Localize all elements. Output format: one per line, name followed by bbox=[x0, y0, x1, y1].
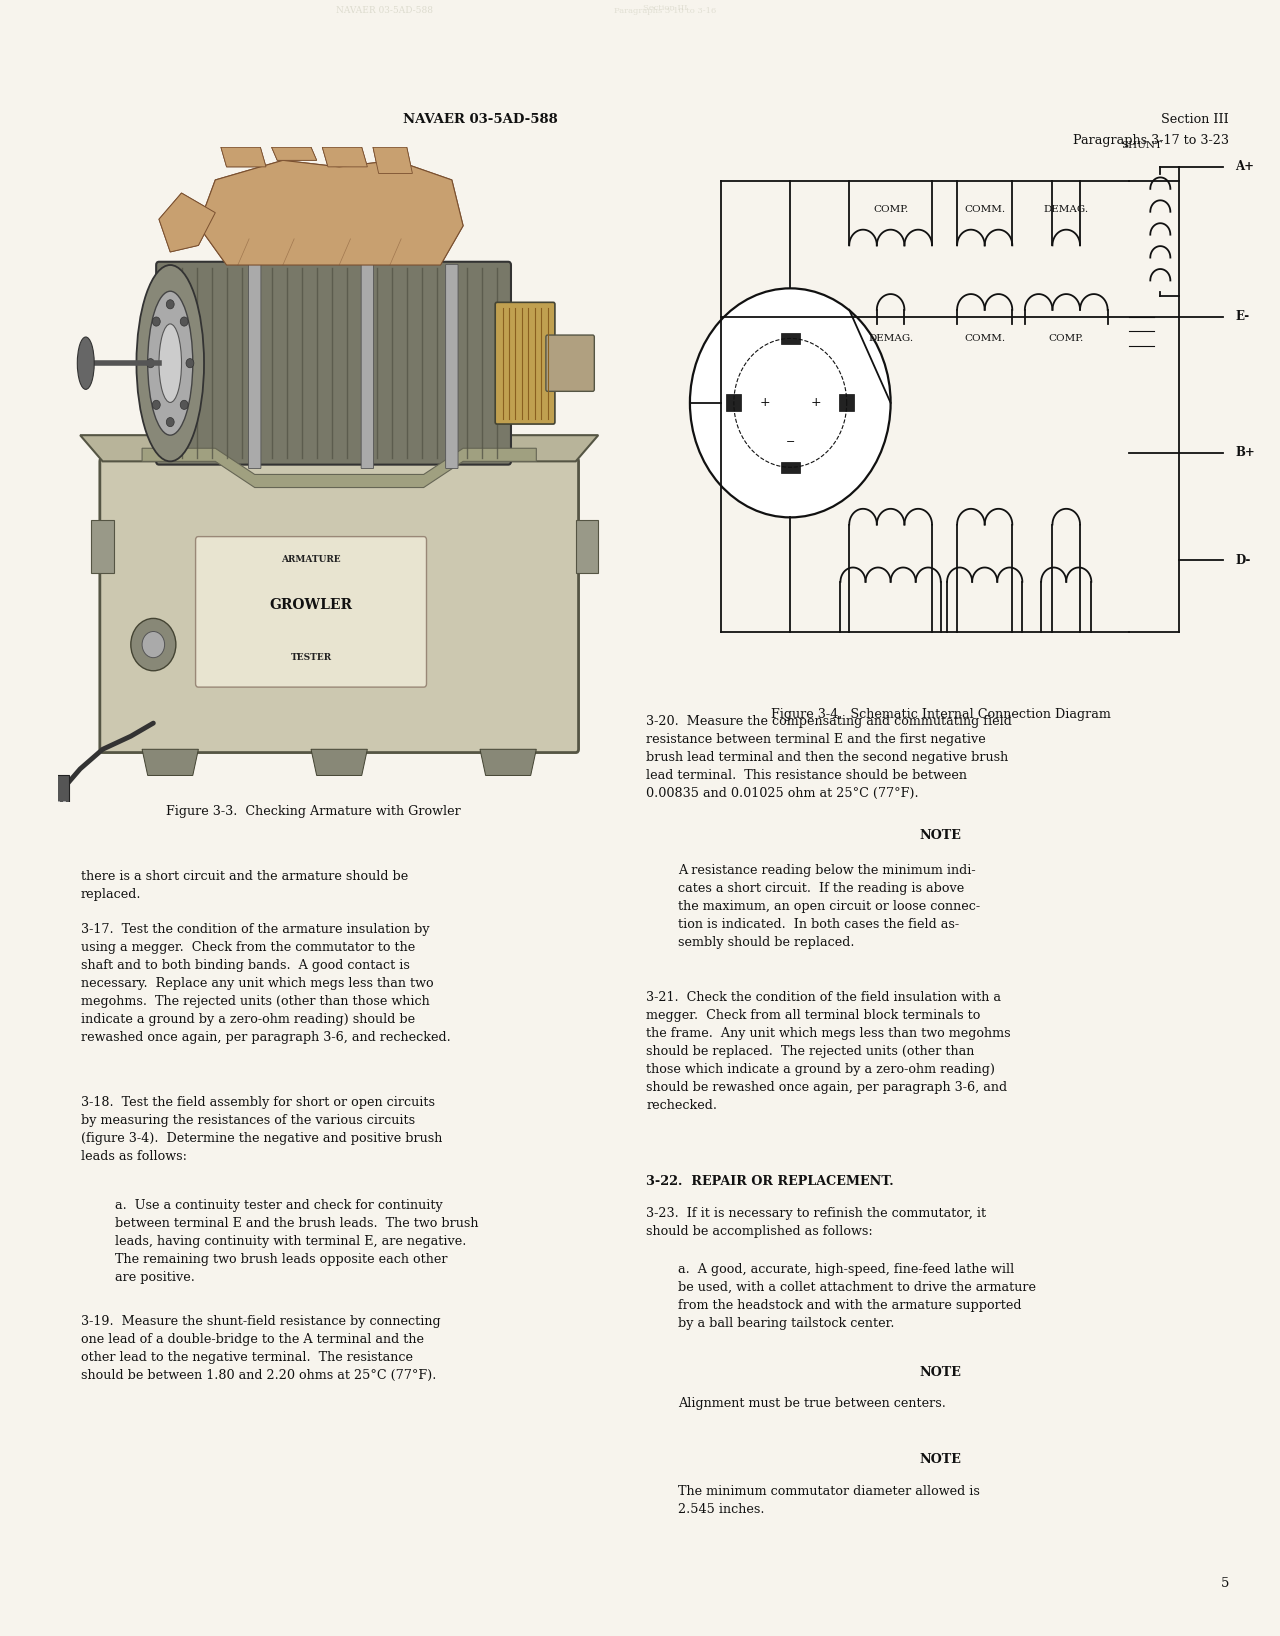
Polygon shape bbox=[142, 448, 536, 488]
Polygon shape bbox=[726, 394, 741, 412]
Ellipse shape bbox=[159, 324, 182, 402]
Circle shape bbox=[690, 288, 891, 517]
Text: ARMATURE: ARMATURE bbox=[282, 555, 340, 564]
Text: NAVAER 03-5AD-588: NAVAER 03-5AD-588 bbox=[403, 113, 557, 126]
Polygon shape bbox=[372, 147, 412, 173]
Text: GROWLER: GROWLER bbox=[270, 599, 352, 612]
Text: A+: A+ bbox=[1235, 160, 1254, 173]
Polygon shape bbox=[576, 520, 598, 573]
Polygon shape bbox=[221, 147, 266, 167]
Ellipse shape bbox=[137, 265, 204, 461]
Polygon shape bbox=[323, 147, 367, 167]
Text: 3-22.  REPAIR OR REPLACEMENT.: 3-22. REPAIR OR REPLACEMENT. bbox=[646, 1175, 893, 1188]
FancyBboxPatch shape bbox=[156, 262, 511, 465]
Polygon shape bbox=[198, 160, 463, 265]
Text: COMM.: COMM. bbox=[964, 334, 1005, 344]
Text: there is a short circuit and the armature should be
replaced.: there is a short circuit and the armatur… bbox=[81, 870, 408, 901]
Text: 3-18.  Test the field assembly for short or open circuits
by measuring the resis: 3-18. Test the field assembly for short … bbox=[81, 1096, 442, 1163]
Text: A resistance reading below the minimum indi-
cates a short circuit.  If the read: A resistance reading below the minimum i… bbox=[678, 864, 980, 949]
Text: 3-20.  Measure the compensating and commutating field
resistance between termina: 3-20. Measure the compensating and commu… bbox=[646, 715, 1012, 800]
Polygon shape bbox=[311, 749, 367, 775]
Text: 5: 5 bbox=[1220, 1577, 1229, 1590]
Polygon shape bbox=[840, 394, 854, 412]
Text: D-: D- bbox=[1235, 555, 1251, 566]
Polygon shape bbox=[480, 749, 536, 775]
Circle shape bbox=[131, 618, 175, 671]
Text: 3-23.  If it is necessary to refinish the commutator, it
should be accomplished : 3-23. If it is necessary to refinish the… bbox=[646, 1207, 987, 1238]
Circle shape bbox=[166, 299, 174, 309]
Text: +: + bbox=[810, 396, 820, 409]
Polygon shape bbox=[781, 461, 800, 473]
Ellipse shape bbox=[147, 291, 193, 435]
Text: 3-17.  Test the condition of the armature insulation by
using a megger.  Check f: 3-17. Test the condition of the armature… bbox=[81, 923, 451, 1044]
Text: NOTE: NOTE bbox=[920, 1366, 961, 1379]
Text: 3-19.  Measure the shunt-field resistance by connecting
one lead of a double-bri: 3-19. Measure the shunt-field resistance… bbox=[81, 1315, 440, 1382]
Text: Paragraphs 3-10 to 3-16: Paragraphs 3-10 to 3-16 bbox=[614, 7, 717, 15]
Text: Figure 3-3.  Checking Armature with Growler: Figure 3-3. Checking Armature with Growl… bbox=[166, 805, 461, 818]
Polygon shape bbox=[323, 147, 367, 167]
Text: a.  A good, accurate, high-speed, fine-feed lathe will
be used, with a collet at: a. A good, accurate, high-speed, fine-fe… bbox=[678, 1263, 1037, 1330]
Circle shape bbox=[186, 358, 193, 368]
FancyBboxPatch shape bbox=[495, 303, 556, 424]
FancyBboxPatch shape bbox=[248, 265, 261, 468]
Text: NAVAER 03-5AD-588: NAVAER 03-5AD-588 bbox=[335, 5, 433, 15]
Polygon shape bbox=[142, 749, 198, 775]
Circle shape bbox=[152, 317, 160, 326]
Text: DEMAG.: DEMAG. bbox=[1043, 204, 1089, 214]
Polygon shape bbox=[372, 147, 412, 173]
Polygon shape bbox=[91, 520, 114, 573]
Text: DEMAG.: DEMAG. bbox=[868, 334, 913, 344]
Text: Paragraphs 3-17 to 3-23: Paragraphs 3-17 to 3-23 bbox=[1073, 134, 1229, 147]
Circle shape bbox=[152, 401, 160, 409]
Circle shape bbox=[142, 631, 165, 658]
Polygon shape bbox=[271, 147, 316, 160]
Circle shape bbox=[147, 358, 155, 368]
Circle shape bbox=[180, 401, 188, 409]
Text: 3-21.  Check the condition of the field insulation with a
megger.  Check from al: 3-21. Check the condition of the field i… bbox=[646, 991, 1011, 1112]
Text: Alignment must be true between centers.: Alignment must be true between centers. bbox=[678, 1397, 946, 1410]
Polygon shape bbox=[271, 147, 316, 160]
Text: Figure 3-4.  Schematic Internal Connection Diagram: Figure 3-4. Schematic Internal Connectio… bbox=[771, 708, 1111, 721]
FancyBboxPatch shape bbox=[545, 335, 594, 391]
Polygon shape bbox=[781, 332, 800, 344]
Text: COMP.: COMP. bbox=[1048, 334, 1084, 344]
Text: SHUNT: SHUNT bbox=[1121, 141, 1162, 151]
Text: a.  Use a continuity tester and check for continuity
between terminal E and the : a. Use a continuity tester and check for… bbox=[115, 1199, 479, 1284]
FancyBboxPatch shape bbox=[196, 537, 426, 687]
Text: B+: B+ bbox=[1235, 447, 1256, 460]
Circle shape bbox=[180, 317, 188, 326]
FancyBboxPatch shape bbox=[445, 265, 458, 468]
Polygon shape bbox=[159, 193, 215, 252]
Polygon shape bbox=[159, 193, 215, 252]
Polygon shape bbox=[81, 435, 598, 461]
Text: Section III: Section III bbox=[1161, 113, 1229, 126]
Text: COMP.: COMP. bbox=[873, 204, 909, 214]
Text: E-: E- bbox=[1235, 311, 1249, 324]
Polygon shape bbox=[198, 160, 463, 265]
Text: NOTE: NOTE bbox=[920, 1453, 961, 1466]
FancyBboxPatch shape bbox=[361, 265, 374, 468]
Ellipse shape bbox=[77, 337, 95, 389]
Text: −: − bbox=[786, 437, 795, 447]
Polygon shape bbox=[52, 775, 69, 802]
Text: Section III: Section III bbox=[644, 3, 687, 11]
FancyBboxPatch shape bbox=[100, 458, 579, 753]
Text: NOTE: NOTE bbox=[920, 829, 961, 843]
Text: +: + bbox=[759, 396, 771, 409]
Text: COMM.: COMM. bbox=[964, 204, 1005, 214]
Polygon shape bbox=[221, 147, 266, 167]
Text: TESTER: TESTER bbox=[291, 653, 332, 663]
Text: The minimum commutator diameter allowed is
2.545 inches.: The minimum commutator diameter allowed … bbox=[678, 1485, 980, 1517]
Circle shape bbox=[166, 417, 174, 427]
